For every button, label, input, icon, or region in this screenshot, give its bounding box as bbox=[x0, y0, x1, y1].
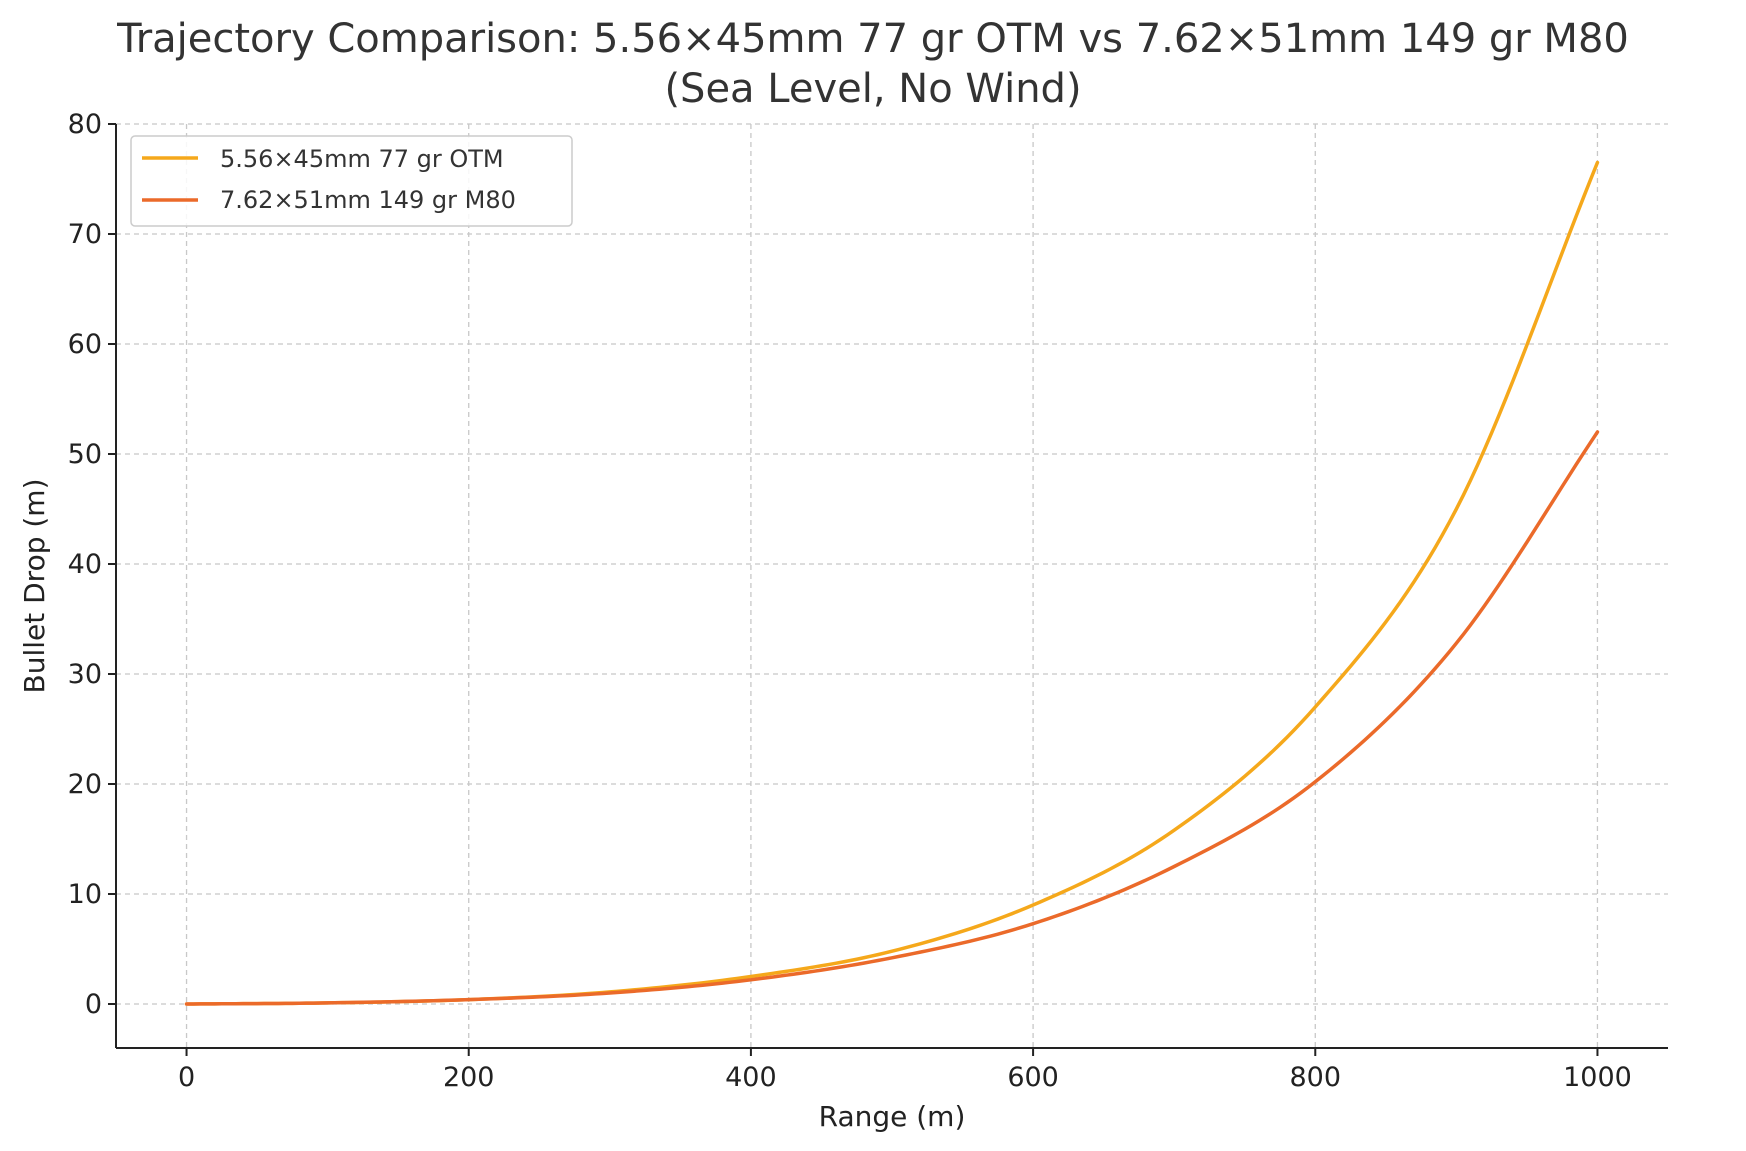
y-ticks: 0 10 20 30 40 50 60 70 80 bbox=[68, 109, 116, 1020]
x-axis-label: Range (m) bbox=[819, 1100, 966, 1133]
y-axis-label: Bullet Drop (m) bbox=[18, 478, 51, 693]
y-tick-label-3: 30 bbox=[68, 659, 102, 690]
legend-box bbox=[130, 135, 573, 227]
x-tick-label-5: 1000 bbox=[1563, 1062, 1632, 1093]
series-line-0 bbox=[184, 160, 1600, 1006]
y-tick-label-5: 50 bbox=[68, 439, 102, 470]
chart-title-line-2: (Sea Level, No Wind) bbox=[664, 66, 1081, 112]
legend-label-556: 5.56×45mm 77 gr OTM bbox=[220, 145, 504, 173]
y-tick-label-8: 80 bbox=[68, 109, 102, 140]
plot-frame bbox=[116, 124, 1668, 1048]
y-tick-label-2: 20 bbox=[68, 769, 102, 800]
series-line-1 bbox=[184, 430, 1600, 1006]
y-tick-label-7: 70 bbox=[68, 219, 102, 250]
y-tick-label-6: 60 bbox=[68, 329, 102, 360]
x-tick-label-0: 0 bbox=[178, 1062, 195, 1093]
y-tick-label-0: 0 bbox=[85, 989, 102, 1020]
x-tick-label-2: 400 bbox=[725, 1062, 777, 1093]
x-tick-label-4: 800 bbox=[1289, 1062, 1341, 1093]
series-lines bbox=[184, 160, 1600, 1006]
y-tick-label-4: 40 bbox=[68, 549, 102, 580]
x-tick-label-1: 200 bbox=[443, 1062, 495, 1093]
legend: 5.56×45mm 77 gr OTM 7.62×51mm 149 gr M80 bbox=[130, 135, 573, 227]
legend-label-762: 7.62×51mm 149 gr M80 bbox=[220, 186, 516, 214]
y-tick-label-1: 10 bbox=[68, 879, 102, 910]
x-tick-label-3: 600 bbox=[1007, 1062, 1059, 1093]
x-ticks: 0 200 400 600 800 1000 bbox=[178, 1048, 1632, 1093]
grid bbox=[116, 123, 1668, 1048]
chart-title-line-1: Trajectory Comparison: 5.56×45mm 77 gr O… bbox=[116, 16, 1629, 62]
